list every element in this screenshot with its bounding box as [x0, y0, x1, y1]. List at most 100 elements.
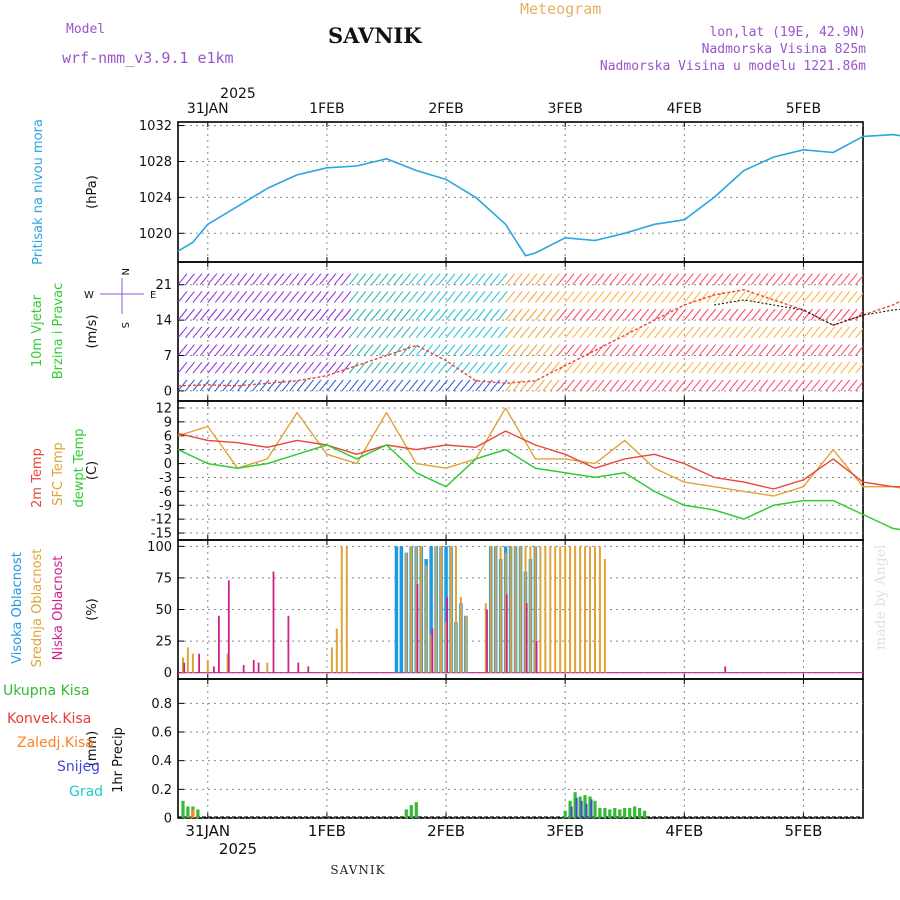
wind-barb — [743, 326, 754, 339]
wind-barb — [214, 344, 225, 356]
wind-barb — [266, 308, 277, 321]
wind-barb — [825, 273, 836, 286]
wind-barb — [549, 308, 560, 321]
wind-barb — [609, 379, 620, 392]
wind-barb — [415, 326, 426, 339]
wind-barb — [564, 291, 575, 303]
wind-barb — [252, 273, 262, 286]
wind-barb — [497, 308, 508, 321]
cloud-bar — [584, 546, 586, 673]
wind-barb — [780, 344, 791, 356]
wind-barb — [356, 326, 367, 339]
dewpt-temp-line — [177, 444, 900, 531]
wind-barb — [214, 361, 225, 374]
y-tick-label: 7 — [164, 349, 172, 364]
wind-barb — [713, 344, 724, 356]
cloud-bar — [218, 615, 220, 673]
wind-barb — [587, 326, 597, 339]
wind-barb — [289, 326, 300, 339]
wind-barb — [773, 273, 784, 286]
wind-barb — [847, 344, 858, 356]
wind-barb — [415, 344, 426, 356]
cloud-bar — [579, 546, 582, 673]
wind-barb — [415, 361, 426, 374]
wind-barb — [758, 344, 769, 356]
pressure-axis-label: Pritisak na nivou mora — [31, 119, 46, 265]
wind-barb — [237, 273, 247, 286]
wind-barb — [348, 291, 359, 303]
wind-barb — [602, 344, 612, 356]
wind-barb — [192, 379, 203, 392]
cloud-bar — [410, 546, 413, 673]
y-tick-label: 25 — [155, 635, 172, 650]
wind-barb — [423, 361, 434, 374]
wind-barb — [698, 273, 709, 286]
wind-barb — [587, 344, 597, 356]
wind-barb — [415, 291, 426, 303]
wind-barb — [579, 273, 590, 286]
wind-barb — [795, 361, 806, 374]
cloud-bar — [535, 641, 538, 673]
cloud-bar — [564, 546, 567, 673]
wind-barb — [706, 379, 717, 392]
wind-barb — [855, 381, 863, 392]
cloud-bar — [198, 653, 200, 673]
wind-barb — [788, 361, 798, 374]
wind-barb — [721, 326, 731, 339]
wind-barb — [378, 344, 389, 356]
wind-barb — [185, 291, 195, 303]
wind-barb — [475, 308, 486, 321]
wind-barb — [333, 291, 344, 303]
footer-station: SAVNIK — [330, 863, 385, 877]
wind-barb — [602, 326, 612, 339]
wind-barb — [698, 379, 709, 392]
wind-barb — [497, 291, 508, 303]
wind-barb — [214, 308, 225, 321]
wind-barb — [624, 361, 635, 374]
wind-barb — [378, 379, 389, 392]
wind-barb — [817, 379, 828, 392]
wind-barb — [460, 291, 471, 303]
wind-barb — [669, 361, 679, 374]
wind-barb — [706, 344, 717, 356]
wind-barb — [542, 361, 553, 374]
wind-barb — [624, 273, 635, 286]
wind-barb — [609, 326, 620, 339]
wind-barb — [304, 361, 314, 374]
wind-barb — [467, 379, 478, 392]
wind-barb — [743, 344, 754, 356]
wind-barb — [810, 361, 821, 374]
wind-barb — [713, 273, 724, 286]
wind-barb — [445, 326, 456, 339]
wind-barb — [386, 344, 396, 356]
wind-barb — [237, 326, 247, 339]
wind-barb — [430, 308, 441, 321]
wind-barb — [512, 326, 523, 339]
cloud-bar — [399, 546, 404, 673]
compass-s: S — [119, 322, 130, 328]
y-tick-label: 100 — [147, 540, 172, 555]
y-tick-label: 0.4 — [151, 754, 172, 769]
wind-barb — [445, 344, 456, 356]
temp2m-line — [177, 430, 900, 490]
y-tick-label: 0.2 — [151, 783, 172, 798]
wind-barb — [326, 344, 337, 356]
wind-barb — [862, 337, 863, 338]
model-elevation-label: Nadmorska Visina u modelu 1221.86m — [600, 59, 866, 74]
cloud-bar — [524, 546, 527, 673]
cloud-bar — [554, 546, 557, 673]
wind-barb — [557, 344, 568, 356]
wind-barb — [616, 326, 627, 339]
y-tick-label: 1032 — [139, 119, 172, 134]
wind-barb — [624, 308, 635, 321]
wind-barb — [438, 344, 448, 356]
wind-barb — [214, 291, 225, 303]
wind-barb — [535, 291, 545, 303]
wind-barb — [333, 273, 344, 286]
wind-barb — [795, 308, 806, 321]
wind-barb — [773, 361, 784, 374]
wind-barb — [639, 291, 650, 303]
wind-barb — [855, 310, 863, 321]
wind-barb — [631, 344, 642, 356]
wind-barb — [341, 379, 352, 392]
